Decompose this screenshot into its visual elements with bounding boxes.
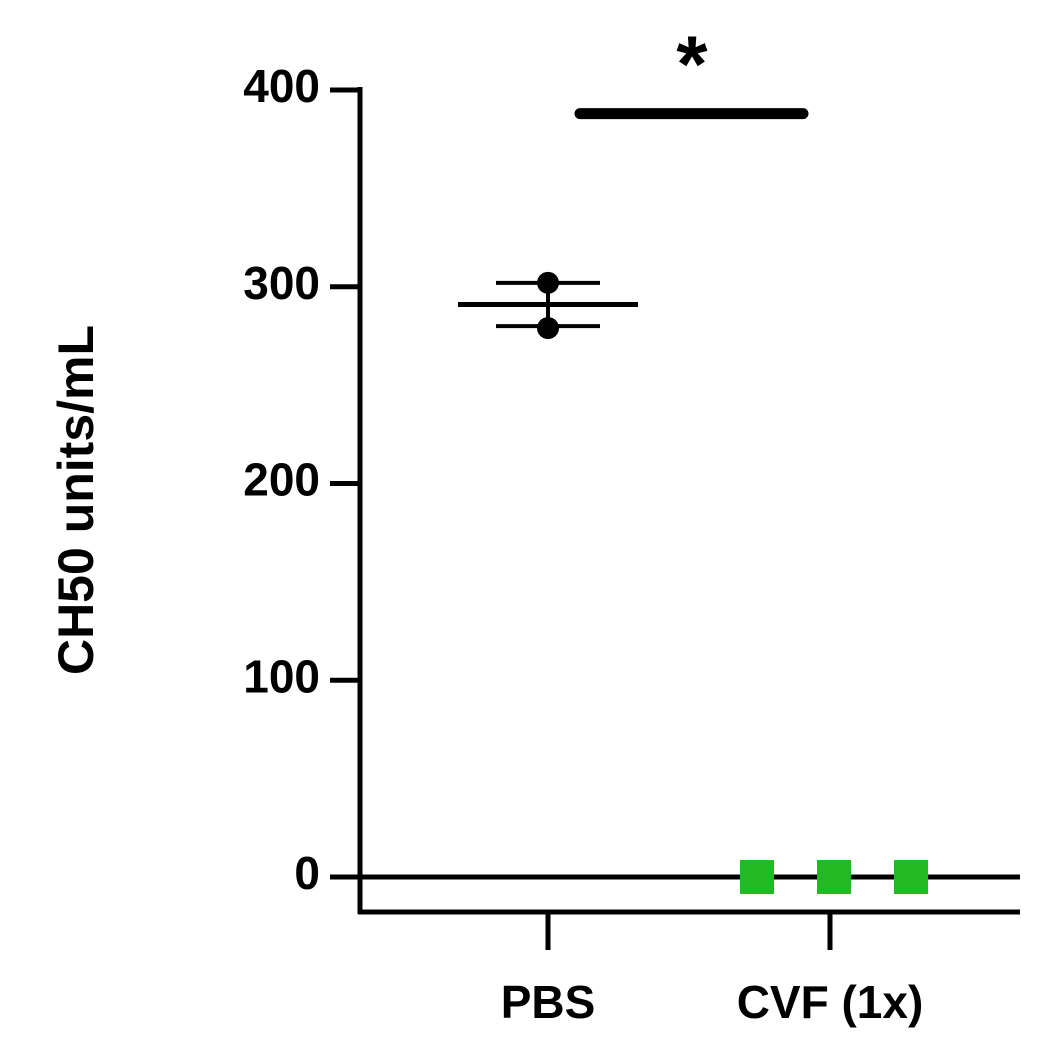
data-point [537, 317, 559, 340]
data-marks [458, 271, 928, 894]
y-axis-title: CH50 units/mL [48, 325, 104, 675]
annotations: * [574, 20, 809, 120]
y-tick-label: 100 [243, 650, 320, 702]
y-tick-label: 400 [243, 60, 320, 112]
x-tick-label: CVF (1x) [737, 976, 924, 1028]
y-tick-label: 0 [294, 847, 320, 899]
significance-label: * [676, 20, 708, 109]
data-point [537, 271, 559, 294]
data-point [740, 860, 774, 894]
axes [330, 87, 1020, 915]
y-ticks: 0 100 200 300 400 PBS CVF (1x) [243, 60, 923, 1028]
y-tick-label: 300 [243, 257, 320, 309]
data-point [817, 860, 851, 894]
data-point [894, 860, 928, 894]
x-tick-label: PBS [501, 976, 596, 1028]
y-tick-label: 200 [243, 454, 320, 506]
